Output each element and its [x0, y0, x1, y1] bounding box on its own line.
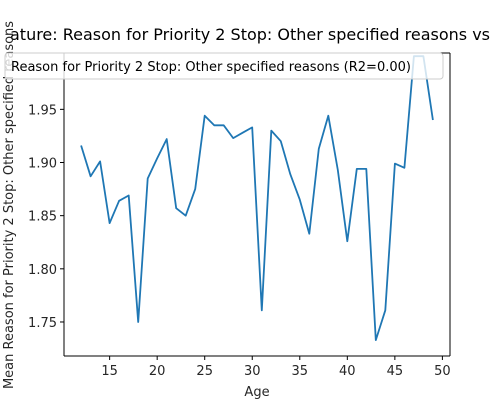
- data-point: [318, 148, 320, 150]
- data-point: [175, 207, 177, 209]
- data-point: [299, 199, 301, 201]
- chart-title: ature: Reason for Priority 2 Stop: Other…: [10, 25, 490, 44]
- y-tick-label: 1.80: [28, 263, 57, 278]
- data-point: [213, 124, 215, 126]
- data-point: [356, 168, 358, 170]
- data-point: [80, 145, 82, 147]
- data-point: [137, 321, 139, 323]
- y-axis-ticks: 1.75 1.80 1.85 1.90 1.95: [28, 103, 64, 331]
- data-point: [223, 124, 225, 126]
- y-axis-label: Mean Reason for Priority 2 Stop: Other s…: [2, 21, 17, 389]
- legend-entry-label: Reason for Priority 2 Stop: Other specif…: [11, 60, 411, 75]
- y-tick-label: 1.85: [28, 210, 57, 225]
- data-point: [327, 115, 329, 117]
- data-point: [384, 309, 386, 311]
- x-axis-label: Age: [244, 385, 269, 400]
- data-point: [308, 233, 310, 235]
- series-line: [80, 55, 434, 342]
- data-point: [128, 195, 130, 197]
- x-tick-label: 20: [149, 364, 166, 379]
- data-point: [337, 169, 339, 171]
- x-tick-label: 35: [292, 364, 309, 379]
- legend: Reason for Priority 2 Stop: Other specif…: [4, 52, 444, 80]
- data-point: [270, 130, 272, 132]
- x-tick-label: 30: [244, 364, 261, 379]
- data-point: [394, 163, 396, 165]
- data-point: [90, 175, 92, 177]
- data-point: [118, 200, 120, 202]
- data-point: [261, 309, 263, 311]
- y-tick-label: 1.95: [28, 103, 57, 118]
- data-point: [109, 222, 111, 224]
- data-point: [185, 215, 187, 217]
- data-point: [166, 138, 168, 140]
- data-point: [242, 132, 244, 134]
- y-tick-label: 1.90: [28, 157, 57, 172]
- data-point: [156, 157, 158, 159]
- y-tick-label: 1.75: [28, 316, 57, 331]
- data-point: [432, 119, 434, 121]
- x-tick-label: 50: [434, 364, 451, 379]
- data-point: [147, 178, 149, 180]
- x-tick-label: 45: [387, 364, 404, 379]
- legend-box: [4, 52, 444, 80]
- data-point: [375, 339, 377, 341]
- x-axis-ticks: 15 20 25 30 35 40 45 50: [101, 356, 451, 379]
- data-point: [403, 167, 405, 169]
- x-tick-label: 40: [339, 364, 356, 379]
- x-tick-label: 15: [101, 364, 118, 379]
- data-point: [99, 160, 101, 162]
- data-point: [365, 168, 367, 170]
- data-point: [346, 240, 348, 242]
- data-point: [194, 188, 196, 190]
- data-point: [232, 137, 234, 139]
- data-point: [280, 140, 282, 142]
- series-layer: [80, 55, 434, 342]
- data-point: [251, 126, 253, 128]
- data-point: [204, 115, 206, 117]
- data-point: [289, 173, 291, 175]
- x-tick-label: 25: [196, 364, 213, 379]
